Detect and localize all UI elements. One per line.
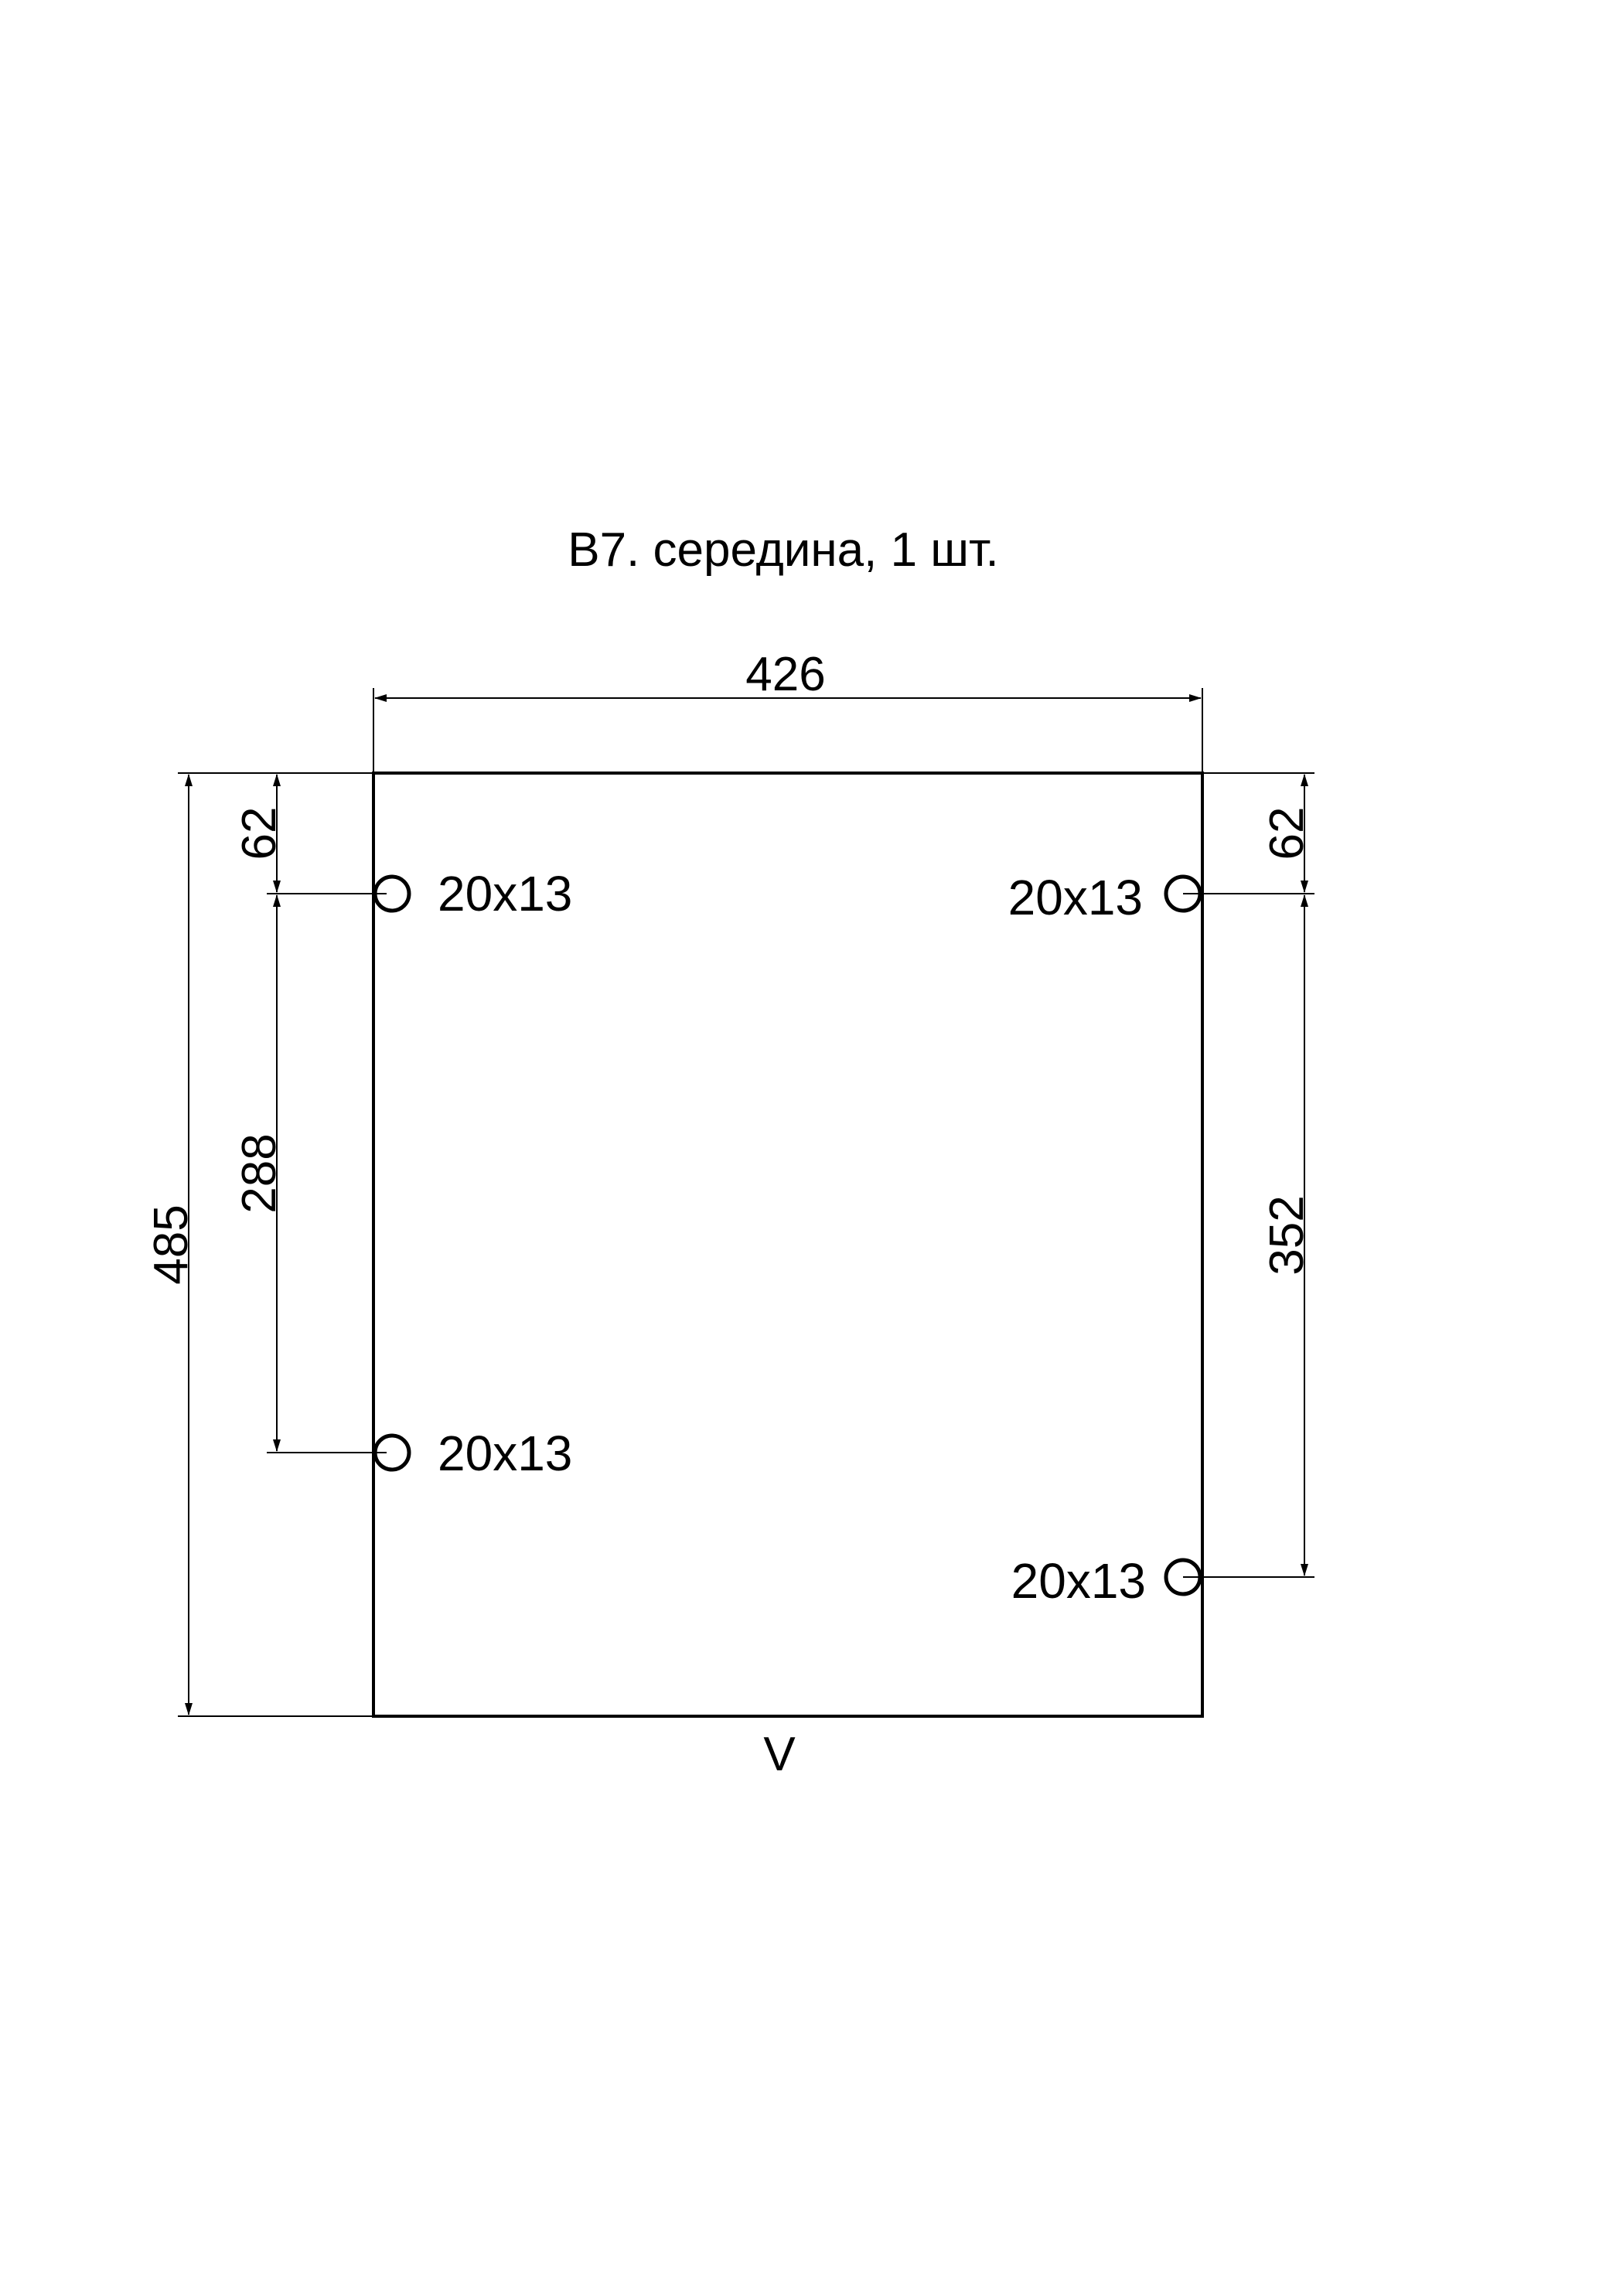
hole-marker [1164, 874, 1202, 913]
drawing-title: В7. середина, 1 шт. [568, 523, 999, 577]
hole-marker [373, 874, 411, 913]
width-dimension [373, 688, 1203, 773]
left-spacing-dimension [267, 894, 387, 1453]
hole-marker [373, 1433, 411, 1472]
left-top-offset-label: 62 [233, 807, 286, 860]
height-dimension-label: 485 [145, 1204, 198, 1284]
right-top-offset-label: 62 [1260, 807, 1314, 860]
hole-marker [1164, 1558, 1202, 1596]
hole-label: 20x13 [1008, 870, 1143, 925]
left-spacing-label: 288 [233, 1133, 286, 1213]
hole-label: 20x13 [438, 1426, 572, 1481]
hole-label: 20x13 [438, 866, 572, 921]
hole-label: 20x13 [1011, 1553, 1146, 1609]
right-top-offset-dimension [1183, 772, 1314, 894]
panel-outline [372, 772, 1204, 1718]
right-spacing-label: 352 [1260, 1195, 1314, 1275]
height-dimension [178, 772, 373, 1717]
width-dimension-label: 426 [745, 648, 825, 701]
bottom-mark: V [763, 1728, 796, 1781]
right-spacing-dimension [1183, 894, 1314, 1578]
left-top-offset-dimension [267, 772, 387, 894]
